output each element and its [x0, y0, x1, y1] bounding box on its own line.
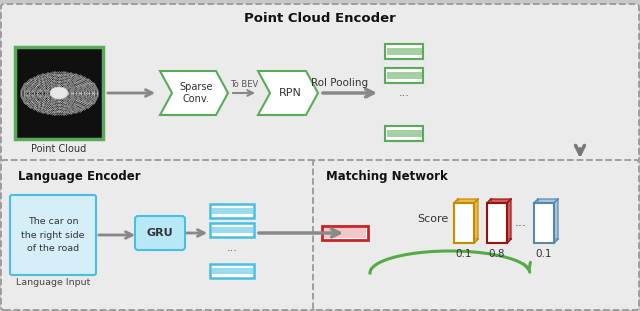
Text: 0.1: 0.1: [536, 249, 552, 259]
Text: 0.8: 0.8: [489, 249, 505, 259]
Bar: [210, 223, 254, 237]
Text: Point Cloud Encoder: Point Cloud Encoder: [244, 12, 396, 25]
Bar: [322, 226, 368, 240]
FancyBboxPatch shape: [313, 160, 639, 310]
Ellipse shape: [50, 87, 68, 99]
Text: Matching Network: Matching Network: [326, 170, 448, 183]
Bar: [385, 126, 423, 141]
Text: Score: Score: [417, 214, 448, 224]
Bar: [211, 227, 253, 233]
Bar: [15, 47, 103, 139]
Text: ...: ...: [515, 216, 527, 230]
Text: Language Input: Language Input: [16, 278, 90, 287]
Text: Language Encoder: Language Encoder: [18, 170, 141, 183]
Bar: [387, 48, 422, 55]
Text: 0.1: 0.1: [456, 249, 472, 259]
Bar: [487, 203, 507, 243]
FancyBboxPatch shape: [1, 160, 315, 310]
Bar: [211, 268, 253, 274]
Bar: [211, 208, 253, 214]
Bar: [534, 203, 554, 243]
Bar: [491, 199, 511, 239]
FancyBboxPatch shape: [1, 4, 639, 162]
Text: Sparse
Conv.: Sparse Conv.: [179, 82, 212, 104]
FancyBboxPatch shape: [135, 216, 185, 250]
Bar: [454, 203, 474, 243]
Text: RoI Pooling: RoI Pooling: [312, 78, 369, 88]
Bar: [458, 199, 478, 239]
Text: RPN: RPN: [278, 88, 301, 98]
Bar: [324, 228, 366, 238]
Text: To BEV: To BEV: [230, 80, 258, 89]
Text: ...: ...: [399, 88, 410, 98]
Bar: [385, 68, 423, 83]
Bar: [387, 130, 422, 137]
Text: Point Cloud: Point Cloud: [31, 144, 86, 154]
Bar: [210, 264, 254, 278]
Text: GRU: GRU: [147, 228, 173, 238]
Bar: [210, 204, 254, 218]
Bar: [385, 44, 423, 59]
Bar: [387, 72, 422, 79]
Bar: [538, 199, 558, 239]
Text: The car on
the right side
of the road: The car on the right side of the road: [21, 217, 84, 253]
Polygon shape: [258, 71, 318, 115]
FancyBboxPatch shape: [10, 195, 96, 275]
Polygon shape: [160, 71, 228, 115]
Text: ...: ...: [227, 243, 237, 253]
